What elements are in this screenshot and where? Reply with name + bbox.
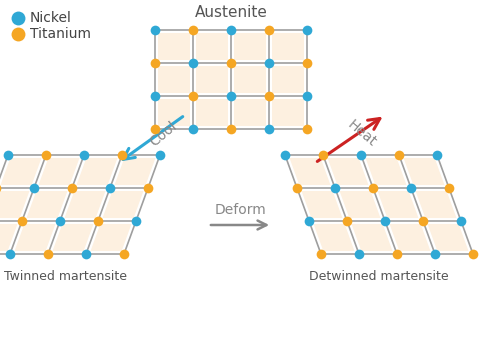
Text: Titanium: Titanium xyxy=(30,27,91,41)
Polygon shape xyxy=(14,224,56,251)
Polygon shape xyxy=(234,33,266,60)
Polygon shape xyxy=(102,191,144,218)
Polygon shape xyxy=(26,191,68,218)
Polygon shape xyxy=(196,33,228,60)
Text: Twinned martensite: Twinned martensite xyxy=(4,270,128,283)
Polygon shape xyxy=(234,66,266,93)
Polygon shape xyxy=(0,158,42,185)
Text: Heat: Heat xyxy=(345,118,379,150)
Text: Deform: Deform xyxy=(214,203,266,217)
Polygon shape xyxy=(158,99,190,126)
Polygon shape xyxy=(52,224,94,251)
Polygon shape xyxy=(328,158,368,185)
Polygon shape xyxy=(290,158,331,185)
Polygon shape xyxy=(340,191,380,218)
Polygon shape xyxy=(196,99,228,126)
Polygon shape xyxy=(0,191,30,218)
Polygon shape xyxy=(272,99,304,126)
Polygon shape xyxy=(314,224,354,251)
Polygon shape xyxy=(272,33,304,60)
Polygon shape xyxy=(38,158,80,185)
Polygon shape xyxy=(158,33,190,60)
Polygon shape xyxy=(366,158,406,185)
Polygon shape xyxy=(90,224,132,251)
Polygon shape xyxy=(234,99,266,126)
Polygon shape xyxy=(390,224,430,251)
Polygon shape xyxy=(416,191,457,218)
Text: Cool: Cool xyxy=(148,119,180,149)
Polygon shape xyxy=(404,158,444,185)
Text: Nickel: Nickel xyxy=(30,11,72,25)
Text: Detwinned martensite: Detwinned martensite xyxy=(309,270,449,283)
Polygon shape xyxy=(76,158,118,185)
Polygon shape xyxy=(158,66,190,93)
Polygon shape xyxy=(428,224,469,251)
Polygon shape xyxy=(114,158,156,185)
Polygon shape xyxy=(352,224,393,251)
Polygon shape xyxy=(378,191,418,218)
Polygon shape xyxy=(0,224,18,251)
Polygon shape xyxy=(196,66,228,93)
Polygon shape xyxy=(302,191,343,218)
Text: Austenite: Austenite xyxy=(194,5,268,20)
Polygon shape xyxy=(64,191,106,218)
Polygon shape xyxy=(272,66,304,93)
